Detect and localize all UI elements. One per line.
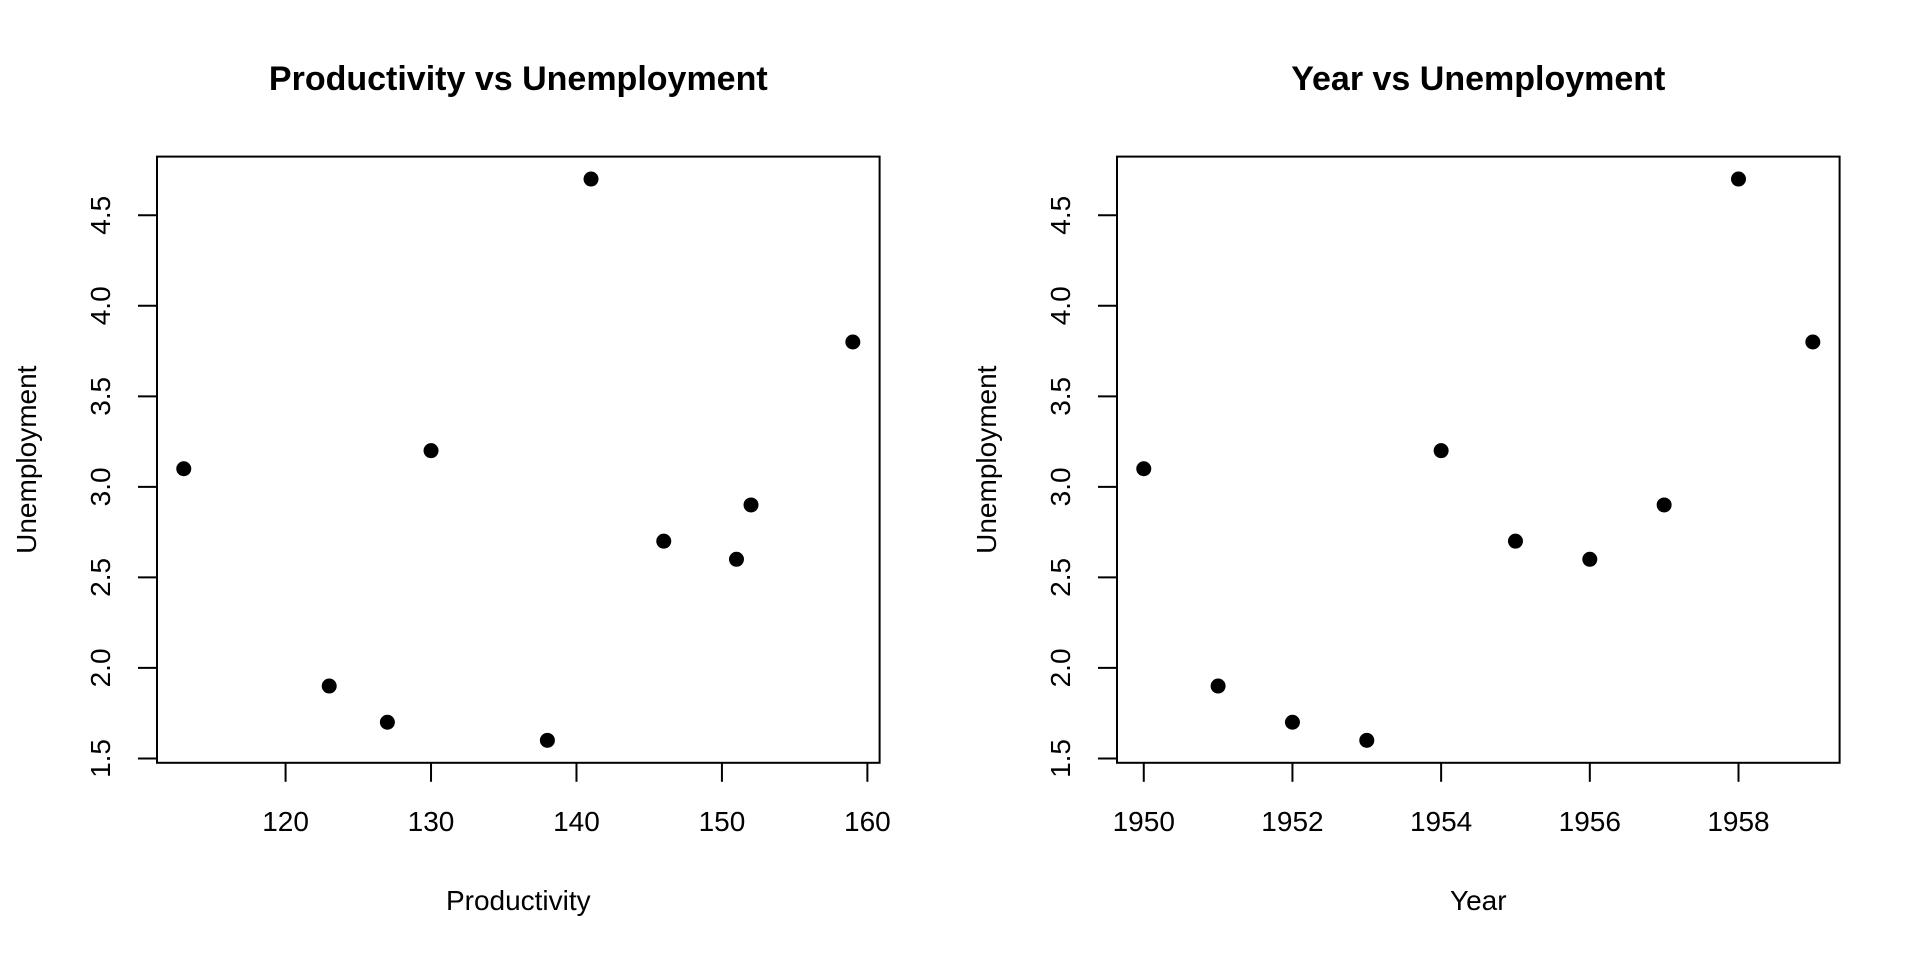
data-point xyxy=(1210,678,1226,694)
x-axis-ticks: 1950 1952 1954 1956 1958 xyxy=(1113,762,1770,837)
y-tick-label: 1.5 xyxy=(85,739,116,778)
data-point xyxy=(1656,497,1672,513)
y-tick-label: 3.0 xyxy=(1045,467,1076,506)
data-point xyxy=(845,334,861,350)
y-axis-ticks: 1.5 2.0 2.5 3.0 3.5 4.0 4.5 xyxy=(1045,196,1117,778)
x-axis-title: Productivity xyxy=(446,885,591,916)
y-tick-label: 4.5 xyxy=(85,196,116,235)
data-points xyxy=(176,171,861,748)
data-point xyxy=(656,533,672,549)
x-axis-title: Year xyxy=(1450,885,1507,916)
y-axis-title: Unemployment xyxy=(11,365,42,554)
data-point xyxy=(1507,533,1523,549)
y-tick-label: 2.5 xyxy=(85,558,116,597)
y-axis-title: Unemployment xyxy=(971,365,1002,554)
data-point xyxy=(743,497,759,513)
y-tick-label: 4.5 xyxy=(1045,196,1076,235)
plot-title: Year vs Unemployment xyxy=(1291,60,1665,98)
x-tick-label: 140 xyxy=(553,806,600,837)
plot-area-border xyxy=(156,155,881,764)
x-tick-label: 150 xyxy=(699,806,746,837)
data-point xyxy=(176,461,192,477)
plot-title: Productivity vs Unemployment xyxy=(269,60,768,98)
y-tick-label: 2.0 xyxy=(85,648,116,687)
x-tick-label: 130 xyxy=(408,806,455,837)
data-point xyxy=(379,714,395,730)
y-tick-label: 3.0 xyxy=(85,467,116,506)
x-tick-label: 1950 xyxy=(1113,806,1175,837)
y-tick-label: 4.0 xyxy=(85,286,116,325)
data-point xyxy=(321,678,337,694)
x-tick-label: 120 xyxy=(262,806,309,837)
data-point xyxy=(583,171,599,187)
data-point xyxy=(1136,461,1152,477)
y-tick-label: 3.5 xyxy=(1045,377,1076,416)
x-tick-label: 1958 xyxy=(1707,806,1769,837)
scatter-panel-productivity: Productivity vs Unemployment 120 130 140 15… xyxy=(11,60,891,916)
x-tick-label: 1952 xyxy=(1261,806,1323,837)
data-point xyxy=(423,443,439,459)
data-point xyxy=(1433,443,1449,459)
y-tick-label: 2.0 xyxy=(1045,648,1076,687)
data-point xyxy=(1730,171,1746,187)
data-points xyxy=(1136,171,1821,748)
data-point xyxy=(1805,334,1821,350)
y-tick-label: 4.0 xyxy=(1045,286,1076,325)
productivity-scatter-plot: Productivity vs Unemployment 120 130 140 15… xyxy=(11,60,891,916)
x-tick-label: 160 xyxy=(844,806,891,837)
y-tick-label: 1.5 xyxy=(1045,739,1076,778)
data-point xyxy=(1359,732,1375,748)
plot-area-border xyxy=(1116,155,1841,764)
x-tick-label: 1956 xyxy=(1559,806,1621,837)
y-axis-ticks: 1.5 2.0 2.5 3.0 3.5 4.0 4.5 xyxy=(85,196,157,778)
data-point xyxy=(539,732,555,748)
data-point xyxy=(728,551,744,567)
scatter-panel-year: Year vs Unemployment 1950 1952 1954 1956 195… xyxy=(960,0,1920,960)
year-scatter-plot: Year vs Unemployment 1950 1952 1954 1956 195… xyxy=(971,60,1841,916)
x-tick-label: 1954 xyxy=(1410,806,1472,837)
x-axis-ticks: 120 130 140 150 160 xyxy=(262,762,891,837)
data-point xyxy=(1582,551,1598,567)
y-tick-label: 2.5 xyxy=(1045,558,1076,597)
data-point xyxy=(1284,714,1300,730)
y-tick-label: 3.5 xyxy=(85,377,116,416)
